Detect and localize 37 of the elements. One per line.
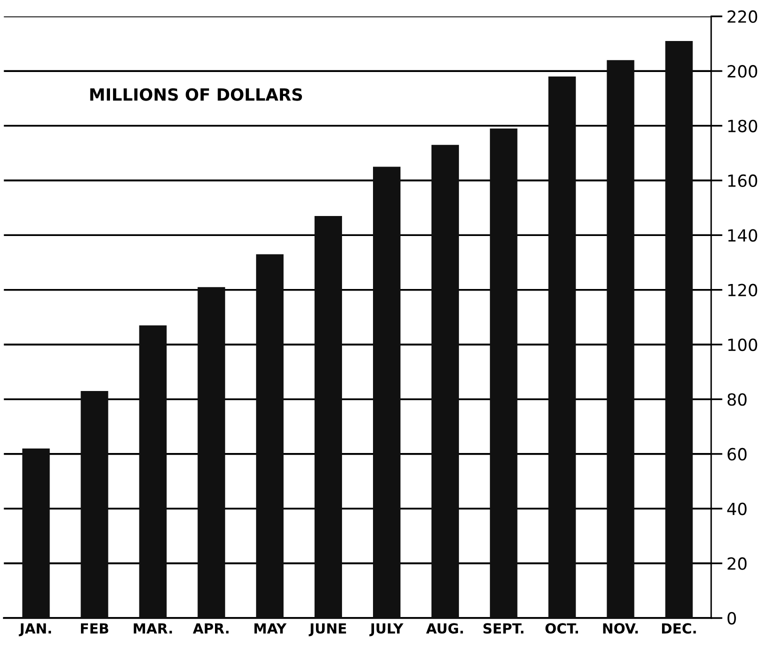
bar (606, 60, 634, 618)
bar (490, 128, 518, 618)
x-tick-label: JAN. (18, 623, 52, 636)
x-tick-label: MAR. (134, 623, 172, 634)
bar (80, 391, 108, 618)
bar (256, 254, 284, 618)
y-tick-label: 20 (728, 557, 747, 570)
x-tick-label: OCT. (545, 623, 578, 634)
y-tick-label: 140 (728, 229, 758, 242)
bar (139, 325, 167, 618)
x-tick-label: AUG. (426, 623, 463, 634)
x-tick-label: JUNE (308, 623, 346, 636)
bar (431, 144, 459, 618)
y-tick-label: 100 (728, 338, 758, 352)
x-tick-label: APR. (192, 623, 229, 634)
x-tick-label: FEB (80, 623, 108, 634)
x-tick-label: SEPT. (483, 623, 524, 634)
y-tick-label: 120 (728, 284, 758, 296)
y-tick-label: 160 (728, 174, 758, 188)
y-tick-label: 60 (728, 448, 747, 461)
y-tick-label: 220 (728, 10, 758, 23)
bar (198, 287, 226, 618)
x-tick-label: JULY (369, 623, 404, 636)
y-tick-label: 200 (728, 65, 758, 78)
x-tick-label: MAY (254, 623, 287, 634)
bar (548, 76, 576, 618)
text: MILLIONS OF DOLLARS (90, 88, 302, 101)
bar (314, 216, 342, 618)
y-tick-label: 40 (727, 502, 747, 516)
bar (22, 448, 50, 618)
x-tick-label: DEC. (662, 623, 696, 634)
y-tick-label: 80 (728, 393, 747, 406)
x-tick-label: NOV. (603, 623, 638, 634)
bar (373, 166, 400, 618)
y-tick-label: 180 (728, 120, 758, 132)
bar (665, 40, 693, 618)
y-tick-label: 0 (728, 612, 736, 625)
